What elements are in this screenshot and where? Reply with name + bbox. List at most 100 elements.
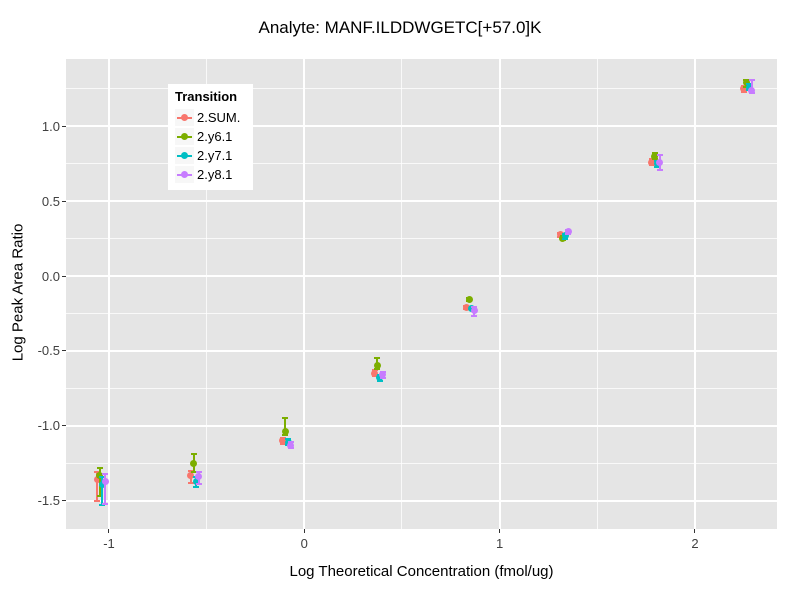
data-point-2.y8.1	[379, 371, 387, 379]
legend-item-label: 2.y6.1	[197, 129, 233, 144]
data-point-2.y8.1	[287, 441, 295, 449]
error-bar-cap-bottom	[656, 168, 663, 171]
grid-minor-h	[66, 163, 777, 165]
grid-major-h	[66, 275, 777, 278]
grid-major-v	[107, 59, 110, 529]
y-tick-mark	[62, 275, 66, 277]
legend-item-2.y8.1: 2.y8.1	[175, 165, 246, 184]
x-tick-mark	[499, 529, 501, 533]
x-tick-mark	[694, 529, 696, 533]
grid-major-h	[66, 424, 777, 427]
legend-title: Transition	[175, 89, 238, 104]
legend-key-2.y7.1	[175, 147, 194, 164]
x-tick-label: 1	[496, 536, 504, 551]
grid-minor-h	[66, 462, 777, 464]
y-tick-mark	[62, 200, 66, 202]
grid-minor-v	[596, 59, 598, 529]
error-bar-cap-top	[99, 475, 106, 478]
grid-major-v	[693, 59, 696, 529]
error-bar-cap-top	[102, 472, 109, 475]
error-bar-cap-bottom	[193, 486, 200, 489]
data-point-2.y6.1	[96, 471, 104, 479]
data-point-2.SUM.	[648, 158, 656, 166]
error-bar-cap-bottom	[190, 471, 197, 474]
grid-major-v	[498, 59, 501, 529]
y-tick-label: 1.0	[41, 118, 60, 134]
grid-major-h	[66, 200, 777, 203]
error-bar-cap-top	[187, 469, 194, 472]
x-tick-mark	[303, 529, 305, 533]
data-point-2.y6.1	[281, 428, 289, 436]
grid-major-h	[66, 125, 777, 128]
grid-minor-h	[66, 387, 777, 389]
x-tick-label: 2	[691, 536, 699, 551]
error-bar-cap-bottom	[94, 499, 101, 502]
legend-item-2.SUM.: 2.SUM.	[175, 108, 246, 127]
x-tick-label: -1	[103, 536, 115, 551]
data-point-2.SUM.	[93, 476, 101, 484]
data-point-2.y6.1	[651, 152, 659, 160]
data-point-2.SUM.	[462, 303, 470, 311]
legend-item-label: 2.y7.1	[197, 148, 233, 163]
data-point-2.y7.1	[561, 232, 569, 240]
legend-key-dot	[181, 171, 188, 178]
error-bar-stem	[96, 472, 99, 501]
data-point-2.y6.1	[465, 296, 473, 304]
error-bar-cap-top	[195, 471, 202, 474]
data-point-2.y6.1	[190, 459, 198, 467]
grid-minor-v	[206, 59, 208, 529]
x-tick-mark	[108, 529, 110, 533]
x-axis-title: Log Theoretical Concentration (fmol/ug)	[289, 563, 554, 580]
y-tick-label: -1.5	[37, 493, 60, 509]
y-tick-label: 0.5	[41, 193, 60, 209]
legend-key-2.y8.1	[175, 166, 194, 183]
legend-item-2.y7.1: 2.y7.1	[175, 146, 246, 165]
legend-item-2.y6.1: 2.y6.1	[175, 127, 246, 146]
y-tick-label: -1.0	[37, 418, 60, 434]
error-bar-stem	[104, 473, 107, 504]
y-axis-title: Log Peak Area Ratio	[9, 223, 27, 362]
error-bar-cap-top	[190, 453, 197, 456]
error-bar-cap-top	[374, 357, 381, 360]
legend-item-label: 2.SUM.	[197, 110, 241, 125]
data-point-2.y7.1	[192, 477, 200, 485]
grid-minor-v	[401, 59, 403, 529]
y-tick-label: 0.0	[41, 268, 60, 284]
grid-major-h	[66, 499, 777, 502]
legend-key-dot	[181, 114, 188, 121]
y-tick-mark	[62, 125, 66, 127]
data-point-2.SUM.	[371, 369, 379, 377]
legend: Transition 2.SUM. 2.y6.1 2.y7.1 2.y8.1	[168, 84, 253, 190]
grid-major-v	[303, 59, 306, 529]
error-bar-cap-top	[282, 417, 289, 420]
data-point-2.y8.1	[195, 473, 203, 481]
error-bar-stem	[101, 476, 104, 506]
legend-items: 2.SUM. 2.y6.1 2.y7.1 2.y8.1	[175, 108, 246, 184]
error-bar-stem	[284, 418, 287, 435]
grid-minor-h	[66, 88, 777, 90]
error-bar-cap-bottom	[102, 502, 109, 505]
data-point-2.SUM.	[279, 437, 287, 445]
chart-title: Analyte: MANF.ILDDWGETC[+57.0]K	[258, 18, 542, 37]
data-point-2.y6.1	[373, 362, 381, 370]
data-point-2.y8.1	[101, 477, 109, 485]
data-point-2.y8.1	[470, 306, 478, 314]
y-tick-mark	[62, 350, 66, 352]
error-bar-cap-bottom	[96, 495, 103, 498]
y-tick-mark	[62, 425, 66, 427]
data-point-2.y8.1	[564, 227, 572, 235]
y-tick-label: -0.5	[37, 343, 60, 359]
grid-minor-h	[66, 312, 777, 314]
data-point-2.y6.1	[742, 79, 750, 87]
legend-key-dot	[181, 152, 188, 159]
error-bar-cap-top	[656, 153, 663, 156]
data-point-2.SUM.	[740, 85, 748, 93]
error-bar-cap-bottom	[195, 483, 202, 486]
data-point-2.SUM.	[187, 471, 195, 479]
legend-key-2.y6.1	[175, 128, 194, 145]
grid-major-h	[66, 349, 777, 352]
legend-key-2.SUM.	[175, 109, 194, 126]
error-bar-cap-top	[96, 466, 103, 469]
data-point-2.SUM.	[556, 230, 564, 238]
